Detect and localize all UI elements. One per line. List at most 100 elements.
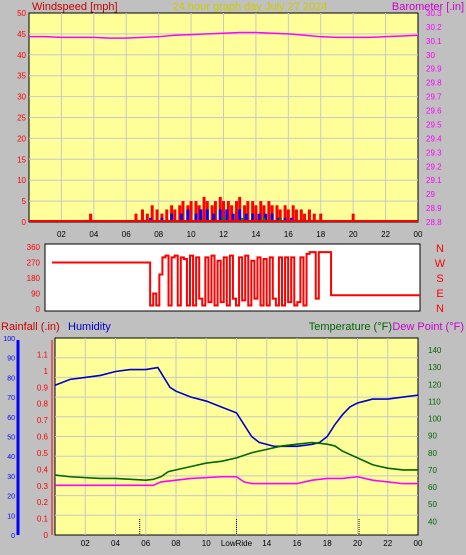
x-tick-label: 06 bbox=[122, 230, 131, 239]
x-tick-label: 14 bbox=[251, 230, 260, 239]
windspeed-tick-label: 10 bbox=[17, 176, 26, 185]
windspeed-tick-label: 30 bbox=[17, 93, 26, 102]
gust-bar bbox=[134, 213, 138, 222]
x-tick-label: 00 bbox=[414, 539, 423, 548]
humidity-title: Humidity bbox=[68, 321, 111, 333]
gust-bar bbox=[278, 209, 282, 222]
speed-bar bbox=[199, 209, 203, 222]
humidity-tick-label: 30 bbox=[7, 474, 15, 481]
speed-bar bbox=[283, 217, 287, 222]
speed-bar bbox=[238, 209, 242, 222]
direction-tick-label: 180 bbox=[27, 274, 41, 283]
gust-bar bbox=[303, 213, 307, 222]
compass-label: E bbox=[436, 288, 443, 300]
direction-axis: 0 90 180 270 360 bbox=[27, 243, 41, 314]
gust-bar bbox=[218, 196, 222, 222]
gust-bar bbox=[351, 213, 355, 222]
speed-bar bbox=[149, 217, 153, 222]
temperature-tick-label: 110 bbox=[428, 397, 441, 406]
windspeed-axis: 0 5 10 15 20 25 30 35 40 45 50 bbox=[17, 9, 26, 227]
speed-bar bbox=[194, 213, 198, 222]
gust-bar bbox=[202, 196, 206, 222]
rainfall-title: Rainfall (.in) bbox=[1, 321, 60, 333]
speed-bar bbox=[251, 213, 255, 222]
gust-bar bbox=[189, 201, 193, 222]
gust-bar bbox=[251, 201, 255, 222]
speed-bar bbox=[244, 213, 248, 222]
temperature-tick-label: 100 bbox=[428, 415, 442, 424]
humidity-tick-label: 60 bbox=[7, 415, 15, 422]
rainfall-tick-label: 0.8 bbox=[37, 400, 49, 409]
x-tick-label: 08 bbox=[154, 230, 163, 239]
x-tick-label: 12 bbox=[219, 230, 228, 239]
speed-bar bbox=[160, 217, 164, 222]
humidity-tick-label: 100 bbox=[3, 336, 15, 343]
barometer-tick-label: 29.6 bbox=[426, 107, 442, 116]
x-tick-label: 14 bbox=[262, 539, 271, 548]
x-tick-label: 08 bbox=[172, 539, 181, 548]
x-tick-label: 02 bbox=[81, 539, 90, 548]
compass-label: W bbox=[435, 258, 446, 270]
gust-bar bbox=[283, 205, 287, 222]
speed-bar bbox=[212, 213, 216, 222]
barometer-tick-label: 30 bbox=[426, 51, 435, 60]
gust-bar bbox=[89, 213, 93, 222]
x-tick-label: 16 bbox=[293, 539, 302, 548]
humidity-tick-label: 10 bbox=[7, 513, 15, 520]
avg-bar bbox=[241, 217, 245, 222]
chart-title: 24 hour graph day July 27 2024 bbox=[173, 1, 328, 13]
barometer-tick-label: 30.3 bbox=[426, 9, 442, 18]
x-tick-label: LowRide bbox=[221, 539, 253, 548]
rainfall-tick-label: 1 bbox=[44, 367, 49, 376]
gust-bar bbox=[210, 205, 214, 222]
dewpoint-title: Dew Point (°F) bbox=[392, 321, 464, 333]
x-tick-label: 04 bbox=[111, 539, 120, 548]
gust-bar bbox=[262, 205, 266, 222]
x-tick-label: 20 bbox=[353, 539, 362, 548]
rainfall-axis: 0 0.1 0.2 0.3 0.4 0.5 0.6 0.7 0.8 0.9 1 1.1 bbox=[37, 350, 49, 540]
temperature-tick-label: 90 bbox=[428, 432, 437, 441]
direction-tick-label: 360 bbox=[27, 243, 41, 252]
gust-bar bbox=[319, 213, 323, 222]
gust-bar bbox=[194, 201, 198, 222]
humidity-tick-label: 50 bbox=[7, 435, 15, 442]
x-tick-label: 10 bbox=[187, 230, 196, 239]
windspeed-title: Windspeed [mph] bbox=[32, 1, 118, 13]
gust-bar bbox=[275, 205, 279, 222]
gust-bar bbox=[165, 209, 169, 222]
temperature-tick-label: 50 bbox=[428, 500, 437, 509]
speed-bar bbox=[270, 213, 274, 222]
x-tick-label: 06 bbox=[141, 539, 150, 548]
gust-bar bbox=[259, 201, 263, 222]
temperature-tick-label: 140 bbox=[428, 346, 442, 355]
rainfall-tick-label: 0 bbox=[44, 531, 49, 540]
humidity-tick-label: 20 bbox=[7, 494, 15, 501]
x-tick-label: 02 bbox=[57, 230, 66, 239]
gust-bar bbox=[246, 201, 250, 222]
gust-bar bbox=[254, 205, 258, 222]
gust-bar bbox=[299, 209, 303, 222]
x-tick-label: 20 bbox=[349, 230, 358, 239]
rainfall-tick-label: 0.1 bbox=[37, 515, 49, 524]
compass-label: N bbox=[436, 303, 444, 315]
temperature-tick-label: 40 bbox=[428, 517, 437, 526]
gust-bar bbox=[267, 201, 271, 222]
barometer-tick-label: 29.9 bbox=[426, 65, 442, 74]
rainfall-tick-label: 0.3 bbox=[37, 482, 49, 491]
windspeed-tick-label: 40 bbox=[17, 51, 26, 60]
humidity-tick-label: 0 bbox=[11, 533, 15, 540]
humidity-tick-label: 90 bbox=[7, 356, 15, 363]
speed-bar bbox=[179, 213, 183, 222]
gust-bar bbox=[155, 209, 159, 222]
avg-bar bbox=[262, 217, 266, 222]
barometer-tick-label: 28.8 bbox=[426, 218, 442, 227]
gust-bar bbox=[178, 205, 182, 222]
humidity-axis: 0 10 20 30 40 50 60 70 80 90 100 bbox=[3, 336, 15, 540]
barometer-tick-label: 30.2 bbox=[426, 23, 442, 32]
windspeed-tick-label: 20 bbox=[17, 134, 26, 143]
humidity-tick-label: 70 bbox=[7, 395, 15, 402]
rainfall-tick-label: 0.6 bbox=[37, 433, 49, 442]
gust-bar bbox=[181, 201, 185, 222]
x-tick-label: 22 bbox=[381, 230, 390, 239]
